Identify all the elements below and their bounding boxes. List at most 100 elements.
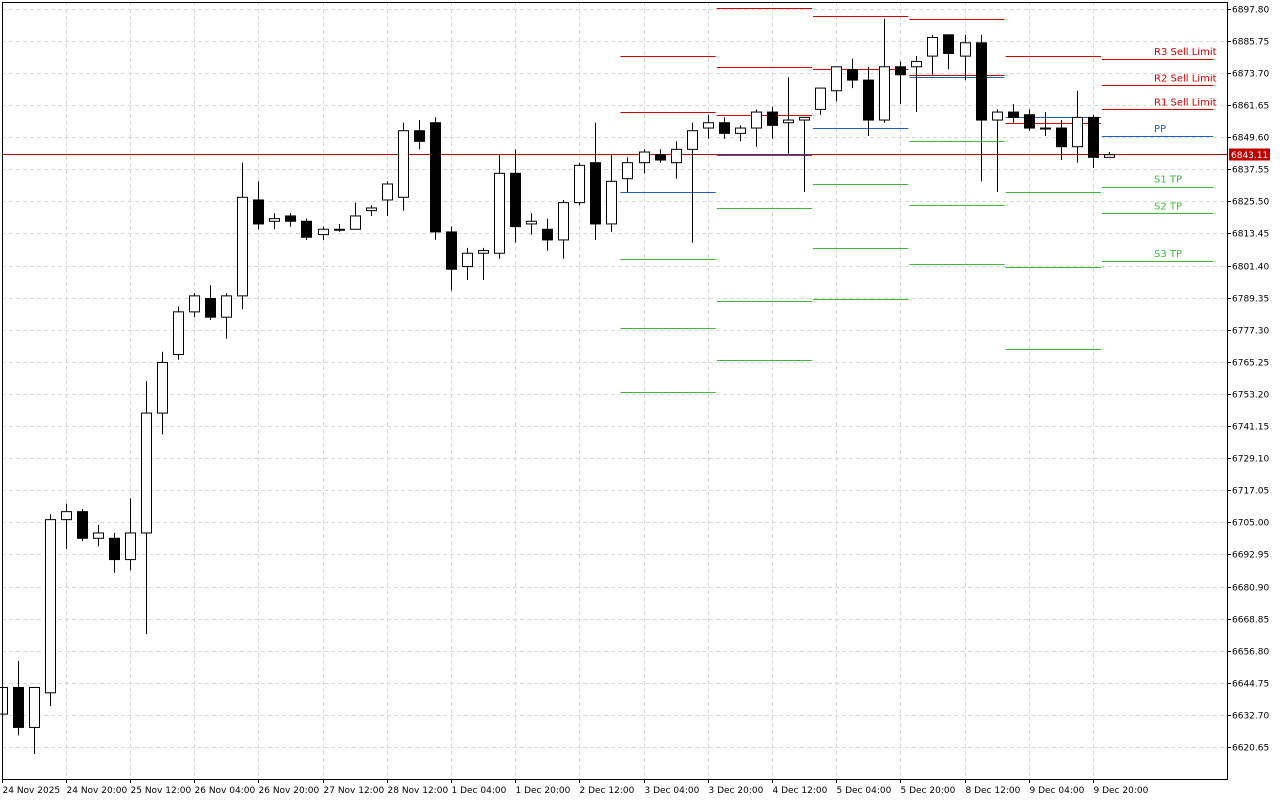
candle-body — [398, 130, 409, 198]
candle — [93, 524, 104, 547]
candle-body — [847, 68, 858, 81]
candle-body — [189, 295, 200, 313]
candle — [927, 34, 938, 75]
candle — [462, 247, 473, 280]
candle — [895, 61, 906, 105]
y-tick-label: 6705.00 — [1232, 519, 1269, 529]
candle — [318, 226, 329, 240]
x-tick-label: 28 Nov 12:00 — [388, 786, 449, 796]
x-tick-label: 3 Dec 20:00 — [709, 786, 764, 796]
candle — [301, 218, 312, 240]
candle — [943, 34, 954, 70]
y-tick-label: 6825.50 — [1232, 198, 1269, 208]
candle — [398, 122, 409, 211]
candle — [911, 56, 922, 113]
y-tick-label: 6885.75 — [1232, 38, 1269, 48]
candle — [558, 199, 569, 259]
x-tick-label: 27 Nov 12:00 — [324, 786, 385, 796]
y-tick-label: 6765.25 — [1232, 359, 1269, 369]
candle-body — [109, 537, 120, 561]
candle-body — [719, 122, 730, 134]
candle — [430, 117, 441, 240]
candle-body — [510, 172, 521, 228]
candle-body — [1008, 111, 1019, 118]
candle-body — [285, 215, 296, 222]
candle-body — [77, 511, 88, 539]
candle-body — [29, 686, 40, 728]
candle — [446, 226, 457, 291]
candle — [285, 213, 296, 227]
candle — [879, 18, 890, 123]
candle-body — [0, 686, 8, 715]
y-tick-label: 6753.20 — [1232, 391, 1269, 401]
candle — [671, 141, 682, 179]
candle-body — [976, 42, 987, 121]
candle — [847, 58, 858, 89]
candle-body — [125, 532, 136, 561]
candle-body — [590, 162, 601, 225]
x-tick-label: 5 Dec 04:00 — [837, 786, 892, 796]
candle-body — [253, 199, 264, 225]
y-tick-label: 6729.10 — [1232, 455, 1269, 465]
candle-body — [927, 36, 938, 57]
candle — [205, 285, 216, 320]
candle-body — [221, 295, 232, 318]
candle — [366, 205, 377, 216]
y-tick-label: 6668.85 — [1232, 616, 1269, 626]
candle-body — [863, 79, 874, 121]
candle — [61, 503, 72, 549]
candle-body — [815, 87, 826, 110]
candle-body — [783, 119, 794, 124]
candle-body — [895, 66, 906, 76]
candle-body — [430, 122, 441, 233]
candle — [157, 351, 168, 435]
candle — [0, 674, 8, 733]
y-tick-label: 6873.70 — [1232, 70, 1269, 80]
candle — [526, 213, 537, 235]
level-label-r2: R2 Sell Limit — [1154, 73, 1217, 84]
candle-body — [1072, 116, 1083, 148]
candle — [639, 149, 650, 174]
candle — [494, 154, 505, 259]
candle — [992, 109, 1003, 192]
price-axis[interactable]: 6897.80 6885.75 6873.70 6861.65 6849.60 6837.… — [1227, 6, 1269, 754]
y-tick-label: 6897.80 — [1232, 6, 1269, 16]
candle-body — [45, 519, 56, 694]
level-label-s3: S3 TP — [1154, 249, 1182, 260]
candle-body — [1024, 114, 1035, 129]
y-tick-label: 6741.15 — [1232, 423, 1269, 433]
candle-body — [703, 122, 714, 129]
x-tick-label: 2 Dec 12:00 — [580, 786, 635, 796]
candle — [703, 114, 714, 139]
candle-body — [526, 220, 537, 225]
candle — [831, 66, 842, 102]
candle — [237, 162, 248, 310]
candle-body — [173, 311, 184, 355]
candle-body — [831, 66, 842, 92]
candle — [735, 125, 746, 142]
candle — [478, 247, 489, 280]
time-axis[interactable]: 24 Nov 2025 24 Nov 20:00 25 Nov 12:00 26 No… — [2, 779, 1149, 796]
candle — [125, 498, 136, 571]
candle-body — [1056, 127, 1067, 148]
y-tick-label: 6837.55 — [1232, 166, 1269, 176]
candle-body — [879, 66, 890, 121]
candle-body — [382, 183, 393, 201]
candle — [253, 181, 264, 230]
level-label-s1: S1 TP — [1154, 175, 1182, 186]
candle-body — [269, 218, 280, 222]
x-tick-label: 3 Dec 04:00 — [645, 786, 700, 796]
candle-body — [655, 154, 666, 161]
candle-body — [992, 111, 1003, 121]
candle — [622, 157, 633, 192]
current-price-label: 6843.11 — [1231, 151, 1268, 161]
x-tick-label: 9 Dec 20:00 — [1094, 786, 1149, 796]
y-tick-label: 6692.95 — [1232, 551, 1269, 561]
candle — [45, 514, 56, 707]
candle — [976, 34, 987, 182]
y-tick-label: 6849.60 — [1232, 134, 1269, 144]
candle — [77, 508, 88, 541]
candle-body — [687, 130, 698, 150]
candle — [542, 218, 553, 251]
